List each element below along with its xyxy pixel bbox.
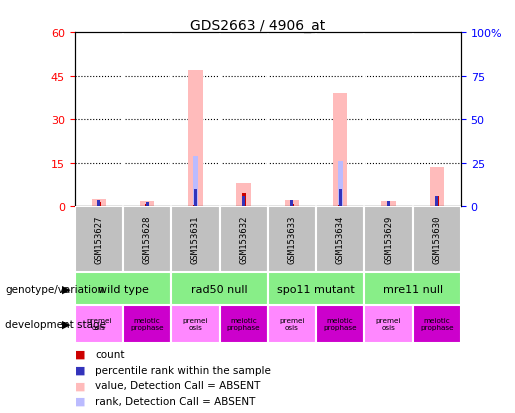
Text: count: count [95, 349, 125, 359]
Text: premei
osis: premei osis [183, 318, 208, 331]
Text: GDS2663 / 4906_at: GDS2663 / 4906_at [190, 19, 325, 33]
Text: genotype/variation: genotype/variation [5, 284, 104, 294]
Bar [365, 273, 461, 306]
Text: GSM153632: GSM153632 [239, 216, 248, 263]
Bar [219, 306, 268, 343]
Text: ■: ■ [75, 396, 85, 406]
Bar [146, 202, 148, 206]
Bar [219, 206, 268, 273]
Bar [365, 206, 413, 273]
Text: premei
osis: premei osis [376, 318, 401, 331]
Bar [75, 306, 123, 343]
Text: mre11 null: mre11 null [383, 284, 443, 294]
Bar [92, 199, 106, 206]
Bar [242, 193, 246, 206]
Text: spo11 mutant: spo11 mutant [277, 284, 355, 294]
Bar [268, 306, 316, 343]
Bar [387, 204, 390, 206]
Text: meiotic
prophase: meiotic prophase [420, 318, 454, 331]
Text: GSM153634: GSM153634 [336, 216, 345, 263]
Text: premei
osis: premei osis [279, 318, 305, 331]
Text: GSM153631: GSM153631 [191, 216, 200, 263]
Bar [194, 189, 197, 206]
Bar [338, 161, 342, 206]
Bar [75, 206, 123, 273]
Bar [242, 197, 245, 206]
Bar [285, 201, 299, 206]
Bar [171, 273, 268, 306]
Bar [435, 197, 439, 206]
Bar [430, 168, 444, 206]
Text: GSM153628: GSM153628 [143, 216, 151, 263]
Text: GSM153627: GSM153627 [94, 216, 104, 263]
Bar [290, 204, 294, 206]
Bar [435, 197, 438, 206]
Text: meiotic
prophase: meiotic prophase [130, 318, 164, 331]
Bar [268, 273, 365, 306]
Text: rank, Detection Call = ABSENT: rank, Detection Call = ABSENT [95, 396, 255, 406]
Bar [338, 205, 342, 206]
Bar [333, 94, 348, 206]
Bar [140, 201, 154, 206]
Bar [268, 206, 316, 273]
Bar [339, 190, 341, 206]
Bar [145, 204, 149, 206]
Bar [365, 306, 413, 343]
Bar [236, 183, 251, 206]
Text: value, Detection Call = ABSENT: value, Detection Call = ABSENT [95, 380, 261, 390]
Bar [97, 202, 101, 206]
Text: ■: ■ [75, 349, 85, 359]
Text: premei
osis: premei osis [86, 318, 112, 331]
Text: ■: ■ [75, 365, 85, 375]
Text: percentile rank within the sample: percentile rank within the sample [95, 365, 271, 375]
Text: development stage: development stage [5, 319, 106, 329]
Text: rad50 null: rad50 null [191, 284, 248, 294]
Text: GSM153633: GSM153633 [287, 216, 297, 263]
Bar [97, 200, 100, 206]
Bar [194, 205, 197, 206]
Bar [75, 273, 171, 306]
Bar [290, 200, 294, 206]
Text: ▶: ▶ [62, 319, 71, 329]
Bar [123, 206, 171, 273]
Bar [193, 157, 198, 206]
Bar [188, 71, 202, 206]
Text: ▶: ▶ [62, 284, 71, 294]
Text: meiotic
prophase: meiotic prophase [227, 318, 261, 331]
Bar [387, 201, 390, 206]
Bar [381, 201, 396, 206]
Bar [171, 306, 219, 343]
Bar [413, 206, 461, 273]
Bar [413, 306, 461, 343]
Text: GSM153629: GSM153629 [384, 216, 393, 263]
Text: GSM153630: GSM153630 [432, 216, 441, 263]
Bar [316, 306, 365, 343]
Text: wild type: wild type [97, 284, 148, 294]
Bar [171, 206, 219, 273]
Text: meiotic
prophase: meiotic prophase [323, 318, 357, 331]
Bar [123, 306, 171, 343]
Bar [316, 206, 365, 273]
Text: ■: ■ [75, 380, 85, 390]
